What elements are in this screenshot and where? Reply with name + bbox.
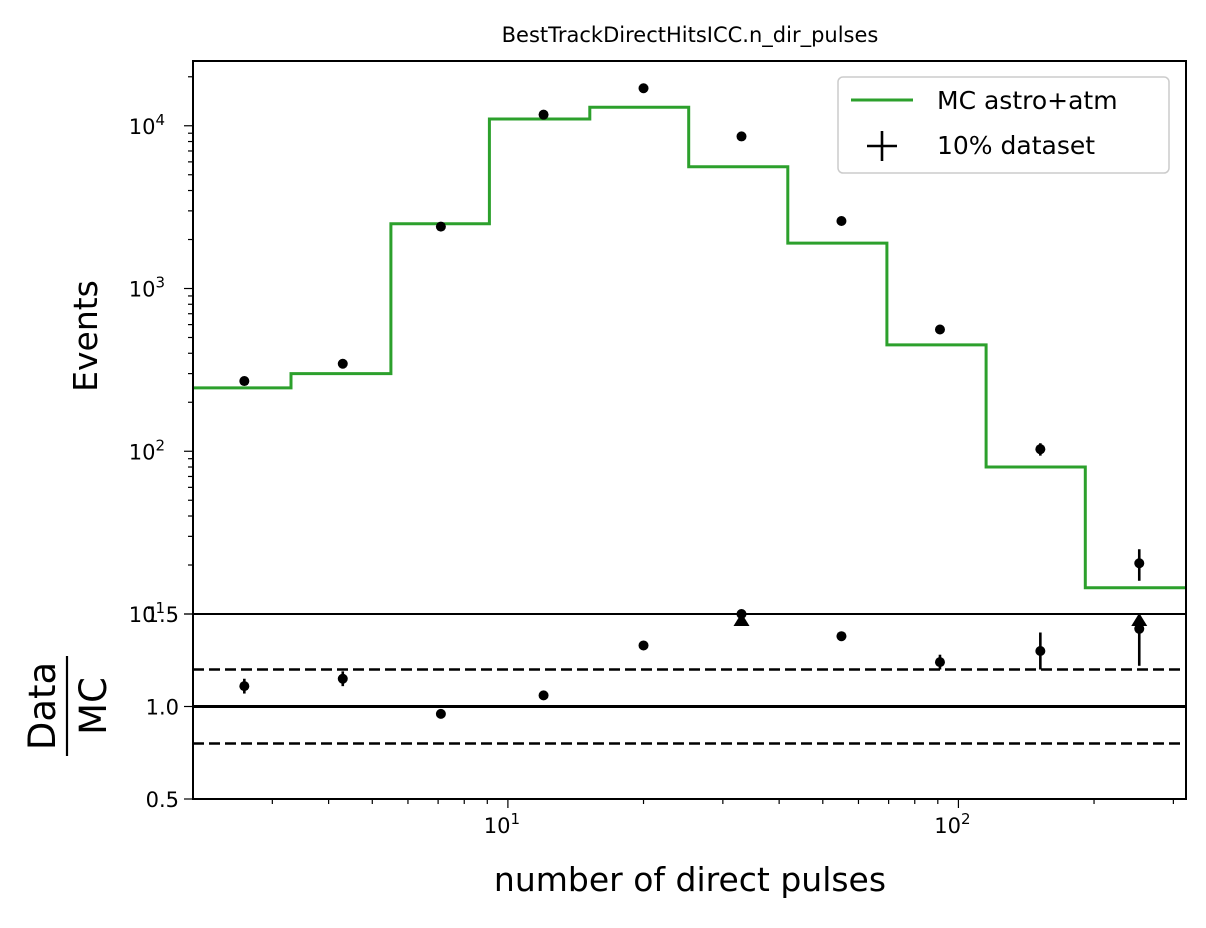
data-point (736, 131, 747, 142)
legend-mc-label: MC astro+atm (937, 86, 1118, 115)
legend-data-label: 10% dataset (937, 131, 1095, 160)
data-point (836, 215, 847, 226)
mc-step-histogram (193, 105, 1186, 590)
ratio-y-tick-label: 1.0 (146, 696, 179, 720)
top-y-tick-label: 104 (129, 111, 165, 139)
data-point (934, 324, 945, 335)
data-point (1035, 444, 1046, 455)
data-point (239, 376, 250, 387)
ratio-point (337, 673, 348, 684)
ratio-point (435, 708, 446, 719)
ratio-point (239, 681, 250, 692)
top-y-tick-label: 103 (129, 274, 165, 302)
ratio-point (538, 690, 549, 701)
ratio-off-scale-marker (1131, 613, 1148, 626)
ratio-y-label-denominator: MC (72, 677, 115, 735)
legend-box (837, 76, 1170, 174)
ratio-y-label-numerator: Data (21, 662, 64, 750)
ratio-y-tick-label: 1.5 (146, 603, 179, 627)
ratio-point (1035, 646, 1046, 656)
data-point (435, 221, 446, 232)
ratio-point (1134, 623, 1145, 634)
x-axis-label: number of direct pulses (494, 860, 886, 899)
ratio-point (638, 640, 649, 651)
data-point (538, 109, 549, 120)
chart-title: BestTrackDirectHitsICC.n_dir_pulses (502, 23, 879, 48)
x-tick-label: 102 (934, 810, 970, 838)
x-tick-label: 101 (484, 810, 520, 838)
ratio-point (934, 657, 945, 668)
data-point (1134, 558, 1145, 569)
data-point (638, 83, 649, 94)
ratio-off-scale-marker (733, 613, 750, 626)
top-y-axis-label: Events (66, 280, 105, 392)
data-point (337, 358, 348, 369)
ratio-y-tick-label: 0.5 (146, 788, 179, 812)
top-y-tick-label: 102 (129, 436, 165, 464)
ratio-point (836, 631, 847, 642)
